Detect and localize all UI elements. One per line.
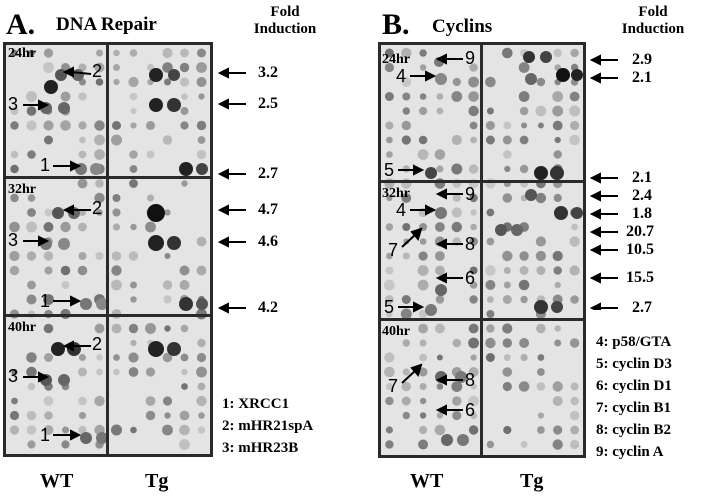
panel-a-blot-image: [9, 47, 208, 450]
panel-a-spot-label: 1: [40, 291, 51, 311]
panel-a-spot-label: 3: [8, 366, 19, 386]
panel-b-spot-label: 7: [388, 376, 399, 396]
panel-a-tg-label: Tg: [145, 470, 169, 492]
panel-b-time-40hr: 40hr: [382, 324, 410, 339]
panel-b-time-24hr: 24hr: [382, 52, 410, 67]
panel-a-fold-value: 2.7: [258, 165, 278, 182]
panel-b-spot-label: 9: [465, 48, 476, 68]
panel-a-spot-label: 1: [40, 155, 51, 175]
panel-a-spot-label: 1: [40, 425, 51, 445]
panel-b-fold-header-line2: Induction: [621, 21, 685, 37]
panel-b-spot-label: 7: [388, 240, 399, 260]
panel-b-wt-label: WT: [410, 470, 444, 492]
panel-a-fold-header-line2: Induction: [253, 21, 317, 37]
panel-a-fold-value: 4.2: [258, 299, 278, 316]
panel-b-separator-row1: [378, 180, 586, 183]
panel-b-tg-label: Tg: [520, 470, 544, 492]
panel-a-fold-arrows: [218, 67, 246, 314]
panel-b-spot-arrows: [398, 53, 463, 416]
panel-a-time-40hr: 40hr: [8, 320, 36, 335]
panel-a-fold-value: 4.7: [258, 201, 278, 218]
panel-b-legend-item: 8: cyclin B2: [596, 422, 671, 438]
panel-b-fold-value: 2.1: [632, 169, 652, 186]
panel-b-separator-row2: [378, 318, 586, 321]
panel-b-letter: B.: [382, 8, 410, 41]
panel-b-fold-arrows: [590, 54, 618, 310]
panel-b-fold-value: 15.5: [626, 269, 654, 286]
panel-a-fold-header-line1: Fold: [270, 4, 300, 20]
panel-a-fold-header: Fold Induction: [240, 4, 330, 38]
panel-a-legend-item: 2: mHR21spA: [222, 418, 314, 434]
panel-a-spot-label: 3: [8, 94, 19, 114]
panel-b-spot-label: 9: [465, 184, 476, 204]
panel-b-spot-label: 4: [396, 200, 407, 220]
panel-b-fold-value: 20.7: [626, 223, 654, 240]
panel-a-wt-label: WT: [40, 470, 74, 492]
panel-a-fold-value: 2.5: [258, 95, 278, 112]
panel-b-spot-label: 8: [465, 234, 476, 254]
panel-a-fold-value: 3.2: [258, 64, 278, 81]
panel-a-time-24hr: 24hr: [8, 46, 36, 61]
panel-b-fold-value: 2.1: [632, 69, 652, 86]
panel-b-separator-vertical: [480, 42, 483, 458]
panel-a-legend-item: 3: mHR23B: [222, 440, 299, 456]
panel-b-legend-item: 5: cyclin D3: [596, 356, 672, 372]
panel-b-fold-value: 2.9: [632, 51, 652, 68]
panel-a-spot-label: 2: [92, 334, 103, 354]
panel-b-fold-header: Fold Induction: [608, 4, 698, 38]
panel-a-separator-row1: [3, 176, 213, 179]
panel-a-separator-vertical: [106, 42, 109, 457]
panel-b-spot-label: 4: [396, 66, 407, 86]
panel-b-spot-label: 5: [384, 297, 395, 317]
panel-b-spot-label: 6: [465, 268, 476, 288]
panel-b-spot-label: 8: [465, 370, 476, 390]
panel-b-fold-value: 2.4: [632, 187, 652, 204]
panel-b-spot-label: 6: [465, 400, 476, 420]
panel-a-title: DNA Repair: [56, 14, 157, 35]
panel-b-time-32hr: 32hr: [382, 186, 410, 201]
panel-b-title: Cyclins: [432, 16, 493, 37]
panel-a-legend-item: 1: XRCC1: [222, 396, 290, 412]
panel-a-spot-label: 2: [92, 61, 103, 81]
panel-a-spot-label: 2: [92, 198, 103, 218]
panel-b-fold-header-line1: Fold: [638, 4, 668, 20]
panel-a-time-32hr: 32hr: [8, 182, 36, 197]
panel-b-legend-item: 7: cyclin B1: [596, 400, 671, 416]
panel-b-fold-value: 2.7: [632, 299, 652, 316]
panel-b-legend-item: 4: p58/GTA: [596, 334, 672, 350]
panel-b-fold-value: 10.5: [626, 241, 654, 258]
panel-a-letter: A.: [6, 8, 36, 41]
panel-a-fold-value: 4.6: [258, 233, 278, 250]
panel-b-fold-value: 1.8: [632, 205, 652, 222]
panel-a-spot-label: 3: [8, 230, 19, 250]
panel-a-separator-row2: [3, 314, 213, 317]
panel-b-legend-item: 9: cyclin A: [596, 444, 664, 460]
panel-b-legend-item: 6: cyclin D1: [596, 378, 672, 394]
panel-b-spot-label: 5: [384, 160, 395, 180]
panel-a-spot-arrows: [23, 66, 92, 441]
